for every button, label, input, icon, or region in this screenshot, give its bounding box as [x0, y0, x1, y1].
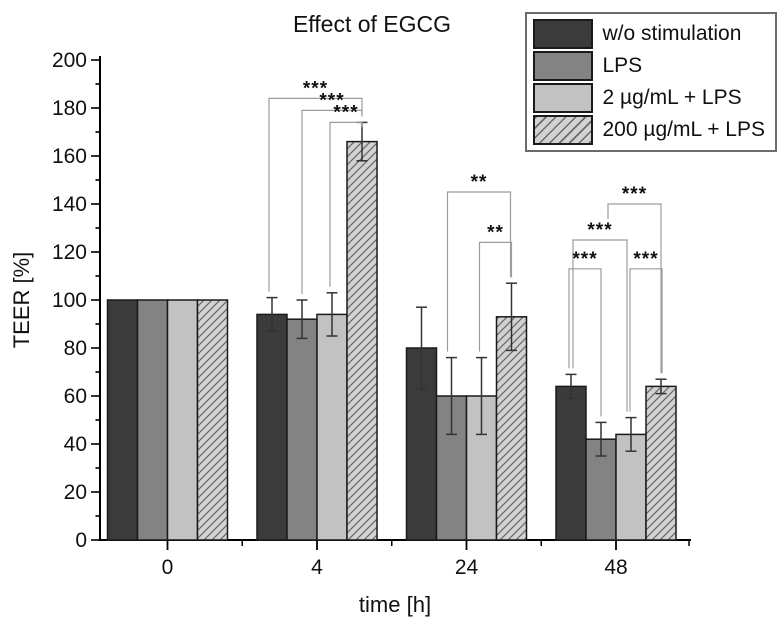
x-tick-label: 0 — [162, 556, 174, 579]
chart-title: Effect of EGCG — [292, 11, 452, 37]
y-tick-label: 40 — [64, 433, 87, 456]
x-tick-label: 4 — [311, 556, 323, 579]
legend-item-3: 200 µg/mL + LPS — [533, 114, 765, 146]
significance-stars: *** — [333, 102, 358, 123]
significance-bracket — [478, 241, 513, 352]
bar-2 µg/mL + LPS-0h — [166, 299, 199, 541]
significance-stars: *** — [572, 249, 597, 270]
bar-LPS-0h — [136, 299, 169, 541]
bar-200 µg/mL + LPS-0h — [196, 299, 229, 541]
y-tick-label: 60 — [64, 385, 87, 408]
bar-200 µg/mL + LPS-48h — [645, 385, 677, 541]
significance-bracket — [572, 239, 628, 412]
significance-bracket — [268, 97, 363, 292]
y-tick-label: 160 — [52, 145, 87, 168]
significance-stars: ** — [487, 222, 504, 243]
significance-bracket — [629, 268, 663, 412]
significance-stars: *** — [622, 184, 647, 205]
bar-w/o stimulation-48h — [555, 385, 587, 541]
significance-stars: *** — [633, 249, 658, 270]
bar-LPS-4h — [286, 318, 318, 541]
significance-stars: ** — [471, 172, 488, 193]
bar-200 µg/mL + LPS-4h — [346, 140, 378, 541]
legend-item-1: LPS — [533, 50, 765, 82]
legend-label: LPS — [602, 54, 643, 77]
x-tick-label: 48 — [604, 556, 627, 579]
legend-label: w/o stimulation — [602, 22, 742, 45]
significance-bracket — [568, 268, 602, 417]
significance-bracket — [607, 203, 662, 374]
y-tick-label: 120 — [52, 241, 87, 264]
y-tick-label: 180 — [52, 97, 87, 120]
legend-label: 200 µg/mL + LPS — [602, 118, 765, 141]
legend-label: 2 µg/mL + LPS — [602, 86, 742, 109]
bar-w/o stimulation-0h — [106, 299, 139, 541]
legend-swatch — [533, 19, 594, 49]
y-tick-label: 100 — [52, 289, 87, 312]
legend-swatch — [533, 83, 594, 113]
legend-item-0: w/o stimulation — [533, 18, 765, 50]
legend-swatch-hatched — [533, 115, 594, 145]
significance-stars: *** — [587, 220, 612, 241]
y-tick-label: 140 — [52, 193, 87, 216]
significance-bracket — [446, 191, 512, 352]
bar-2 µg/mL + LPS-48h — [615, 433, 647, 541]
bar-200 µg/mL + LPS-24h — [495, 316, 528, 541]
x-axis-label: time [h] — [358, 592, 432, 617]
significance-stars: *** — [319, 90, 344, 111]
y-tick-label: 20 — [64, 481, 87, 504]
legend-item-2: 2 µg/mL + LPS — [533, 82, 765, 114]
y-tick-label: 200 — [52, 49, 87, 72]
x-tick-label: 24 — [455, 556, 479, 579]
legend: w/o stimulation LPS 2 µg/mL + LPS 200 µg/mL… — [525, 12, 777, 152]
bar-w/o stimulation-4h — [256, 313, 288, 541]
y-tick-label: 0 — [75, 529, 87, 552]
y-tick-label: 80 — [64, 337, 87, 360]
significance-bracket — [301, 109, 363, 294]
legend-swatch — [533, 51, 594, 81]
significance-stars: *** — [303, 78, 328, 99]
significance-bracket — [329, 121, 363, 287]
bar-2 µg/mL + LPS-4h — [316, 313, 348, 541]
